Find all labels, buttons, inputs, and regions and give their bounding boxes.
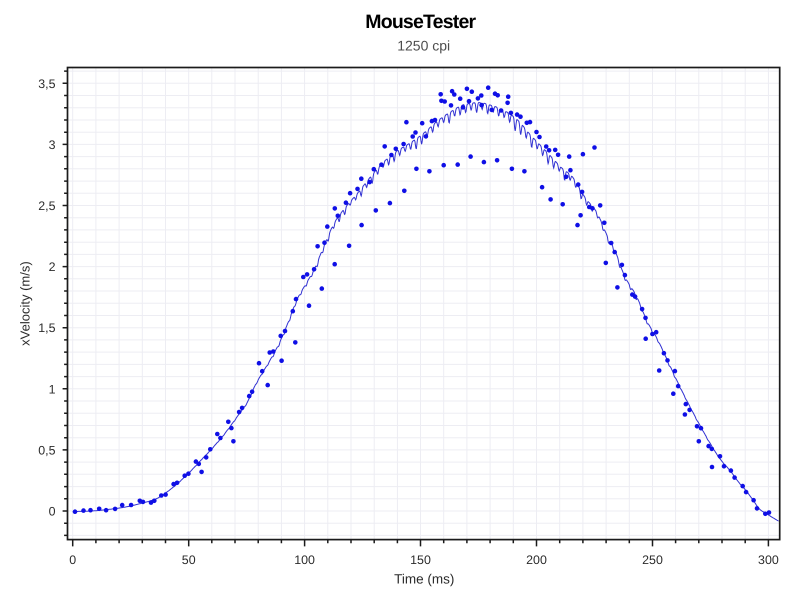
svg-text:100: 100	[294, 553, 315, 567]
svg-text:Time (ms): Time (ms)	[394, 572, 454, 587]
svg-text:50: 50	[182, 553, 196, 567]
svg-text:2,5: 2,5	[38, 199, 55, 213]
svg-text:0: 0	[69, 553, 76, 567]
svg-text:MouseTester: MouseTester	[365, 11, 476, 33]
svg-text:150: 150	[410, 553, 431, 567]
svg-text:250: 250	[642, 553, 663, 567]
svg-text:3,5: 3,5	[38, 77, 55, 91]
svg-text:0,5: 0,5	[38, 443, 55, 457]
svg-text:1,5: 1,5	[38, 321, 55, 335]
svg-text:xVelocity (m/s): xVelocity (m/s)	[18, 261, 33, 346]
svg-text:300: 300	[758, 553, 779, 567]
svg-text:0: 0	[49, 505, 56, 519]
svg-text:2: 2	[49, 260, 56, 274]
svg-text:1: 1	[49, 382, 56, 396]
svg-text:3: 3	[49, 138, 56, 152]
svg-text:200: 200	[526, 553, 547, 567]
svg-text:1250 cpi: 1250 cpi	[397, 38, 450, 54]
